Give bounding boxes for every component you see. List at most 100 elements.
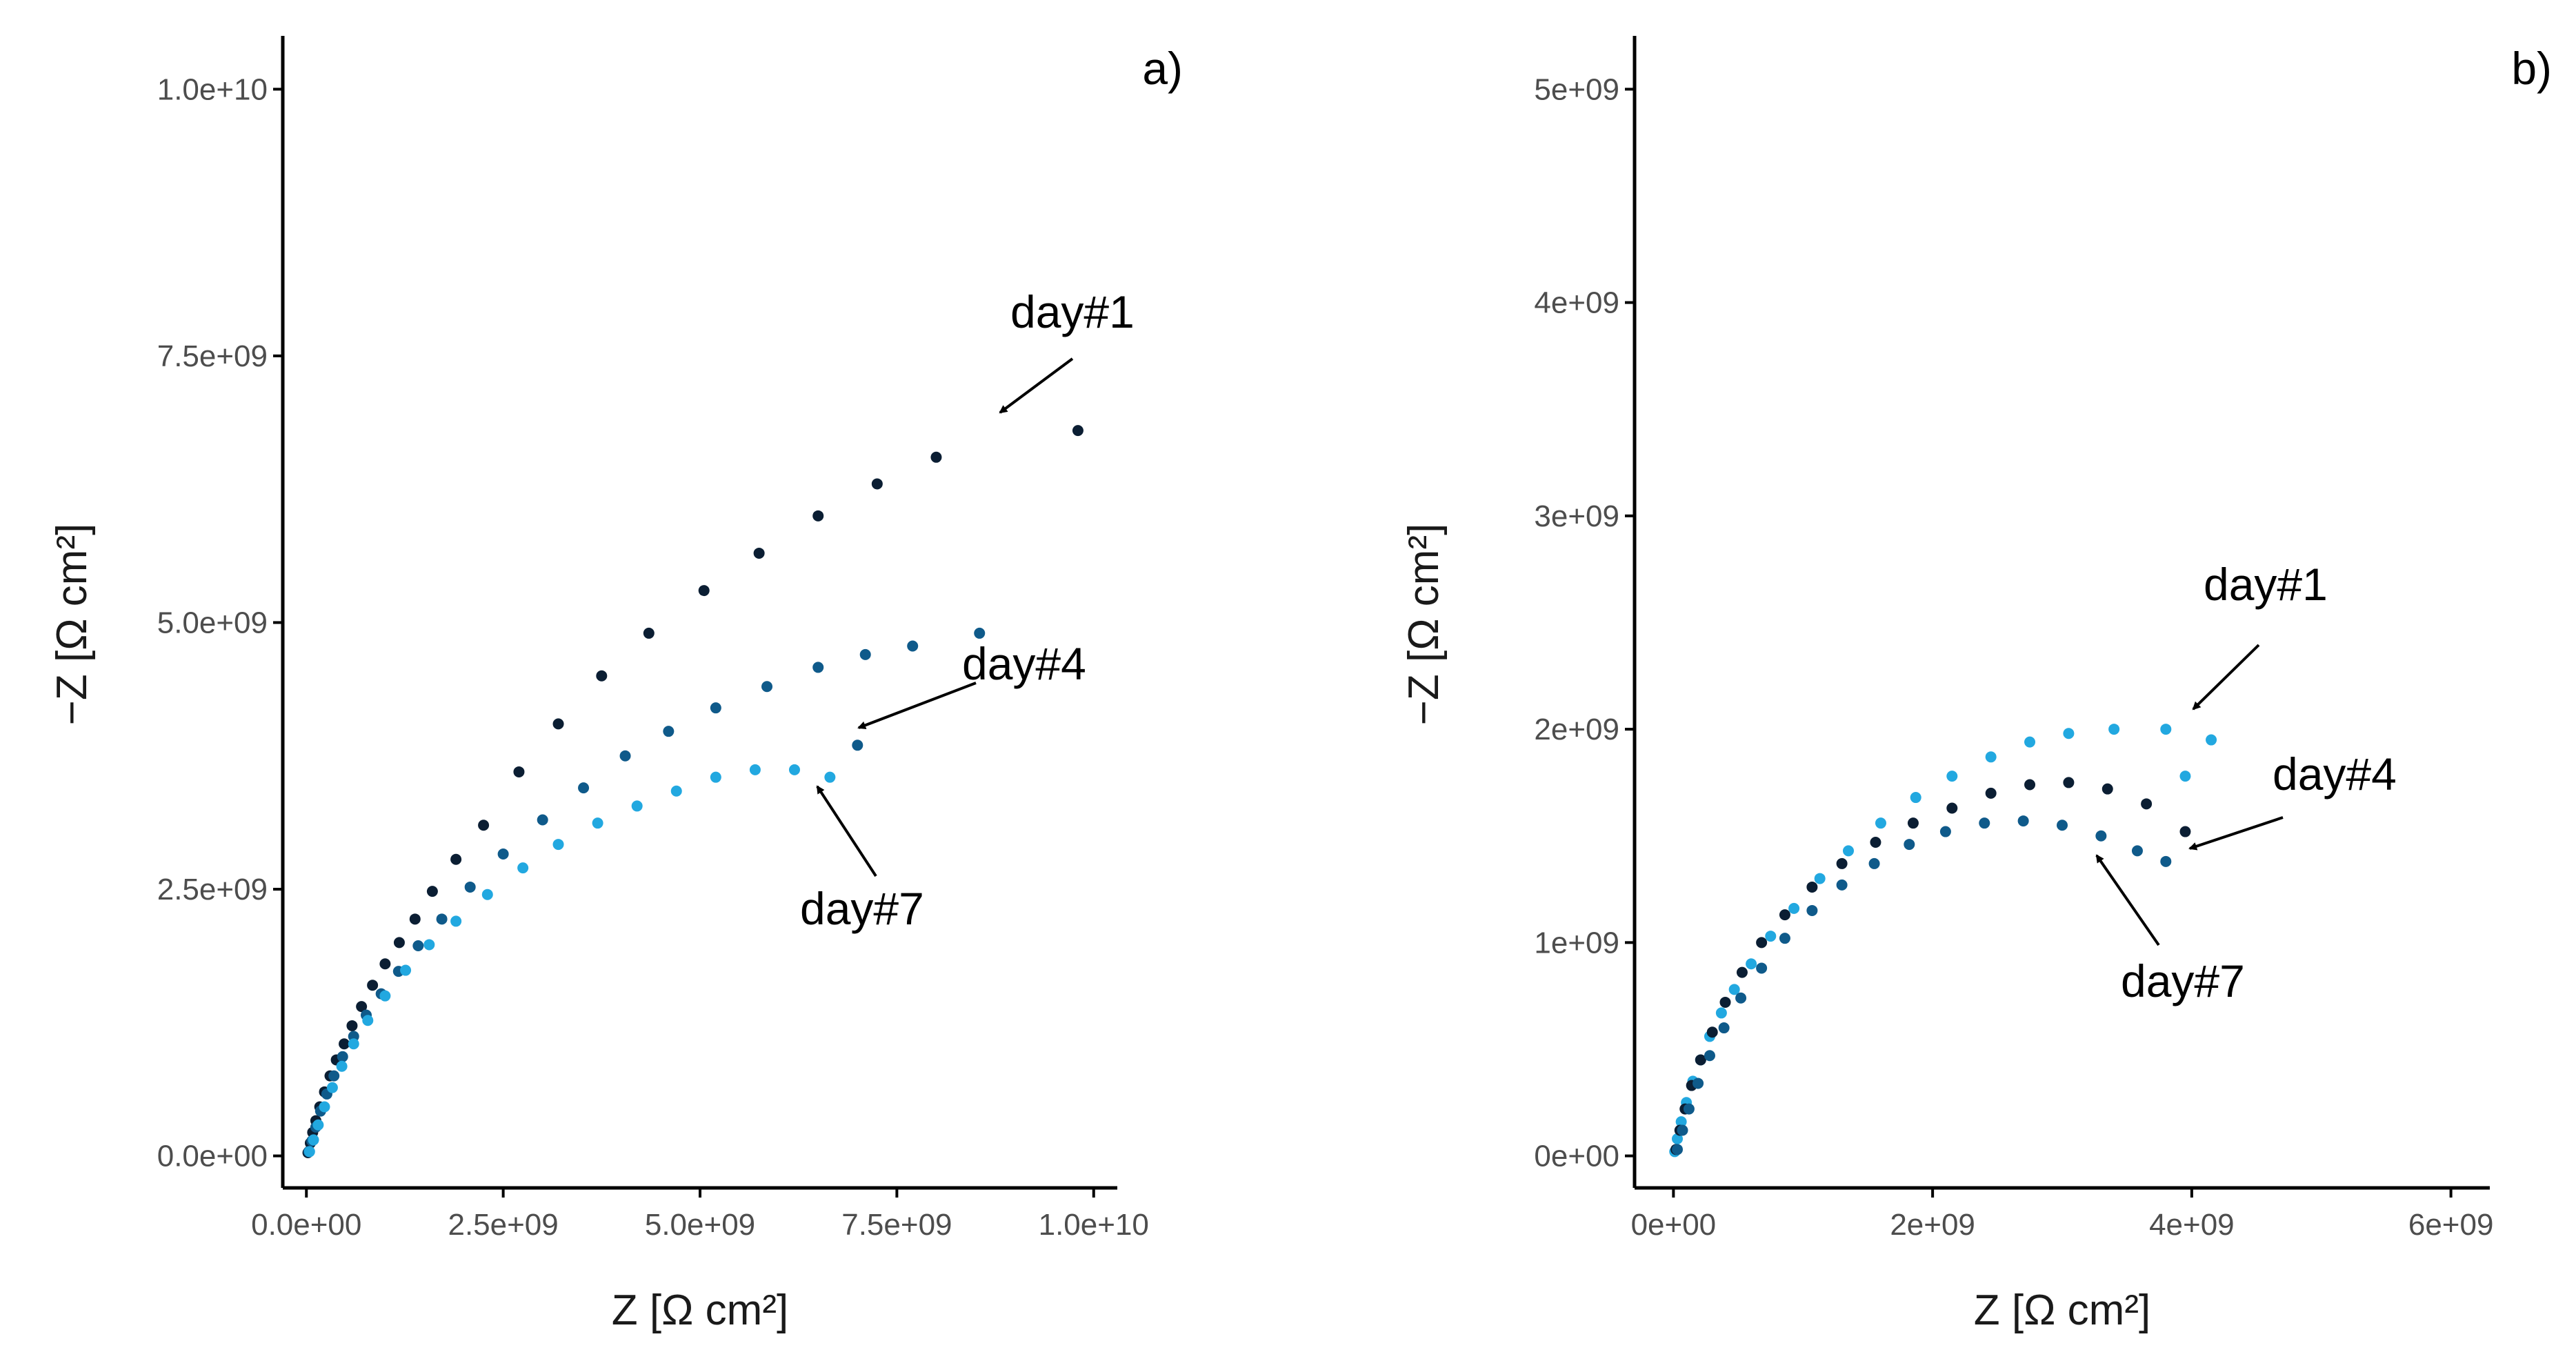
data-point-day4 [337,1051,348,1062]
data-point-day7 [1756,962,1768,974]
data-point-day7 [824,771,836,783]
data-point-day4 [761,681,773,693]
data-point-day7 [1939,826,1951,837]
data-point-day7 [1836,879,1848,891]
data-point-day4 [1779,909,1790,921]
data-point-day1 [1672,1133,1683,1144]
data-point-day7 [670,785,682,797]
data-point-day1 [2063,728,2075,739]
data-point-day1 [450,853,462,865]
data-point-day4 [2024,779,2036,791]
data-point-day1 [2206,734,2217,746]
annotation-day4: day#4 [2188,748,2397,851]
data-point-day7 [592,817,603,829]
data-point-day4 [2141,798,2153,810]
x-axis-title: Z [Ω cm²] [1974,1287,2150,1334]
y-axis-ticks: 0.0e+00 2.5e+09 5.0e+09 7.5e+09 1.0e+10 [157,72,283,1173]
x-tick-label: 5.0e+09 [645,1208,755,1242]
data-point-day4 [1719,996,1731,1008]
data-point-day1 [2179,771,2191,782]
data-point-day1 [426,886,438,897]
data-point-day4 [1985,787,1997,799]
data-point-day7 [1868,857,1880,869]
data-point-day7 [312,1119,324,1131]
data-point-day1 [1788,902,1800,914]
data-point-day1 [871,478,883,490]
data-point-day1 [1765,931,1777,942]
data-point-day1 [1072,425,1084,437]
data-point-day7 [326,1082,338,1093]
data-point-day4 [663,726,675,737]
data-point-day1 [2160,724,2172,735]
annotation-arrow [2192,644,2260,711]
data-point-day1 [356,1001,368,1013]
annotation-day4: day#4 [857,638,1086,730]
data-point-day1 [1814,873,1826,884]
x-tick-label: 7.5e+09 [841,1208,952,1242]
data-point-day1 [513,766,525,777]
x-axis-title: Z [Ω cm²] [612,1287,788,1334]
chart-panel-b: 0e+00 1e+09 2e+09 3e+09 4e+09 5e+09 0e+00 2e+0… [1400,36,2552,1334]
data-point-day4 [859,648,871,660]
data-point-day1 [346,1020,358,1031]
data-point-day4 [497,848,509,860]
data-point-day1 [552,718,564,730]
data-point-day4 [2063,777,2075,788]
data-point-day4 [812,662,824,673]
data-point-day7 [1718,1022,1730,1034]
data-point-day1 [753,547,765,559]
annotation-arrow [2188,816,2284,851]
data-point-day1 [1843,845,1854,857]
data-point-day4 [2179,826,2191,837]
annotation-arrow [999,357,1074,414]
data-point-day1 [698,585,710,597]
data-point-day1 [1910,792,1921,804]
x-tick-label: 0e+00 [1631,1208,1717,1242]
data-point-day4 [710,702,721,714]
data-point-day7 [1735,992,1747,1004]
data-point-day7 [1677,1124,1688,1136]
data-point-day4 [412,940,424,951]
data-point-day4 [852,739,863,751]
data-point-day4 [974,627,986,639]
data-point-day1 [1728,984,1740,995]
panel-label: b) [2511,43,2552,94]
data-point-day7 [631,800,643,812]
data-point-day4 [1946,802,1958,814]
scatter-points-panel-a [302,425,1084,1158]
data-point-day7 [788,764,800,775]
annotation-label: day#4 [2273,748,2397,800]
data-point-day4 [1706,1026,1718,1038]
data-point-day1 [367,980,379,991]
data-point-day1 [1985,751,1997,763]
data-point-day7 [423,939,435,951]
data-point-day4 [1756,937,1768,949]
x-tick-label: 1.0e+10 [1039,1208,1149,1242]
data-point-day7 [552,839,564,851]
x-tick-label: 2e+09 [1890,1208,1975,1242]
data-point-day4 [1907,817,1919,829]
annotation-day1: day#1 [999,286,1135,414]
data-point-day1 [478,820,490,831]
data-point-day1 [1946,771,1958,782]
y-tick-label: 5.0e+09 [157,606,268,639]
data-point-day4 [1836,857,1848,869]
x-tick-label: 4e+09 [2149,1208,2235,1242]
data-point-day1 [596,670,608,682]
x-tick-label: 0.0e+00 [251,1208,361,1242]
data-point-day4 [464,881,476,893]
data-point-day7 [303,1146,315,1158]
data-point-day4 [578,782,590,794]
data-point-day4 [328,1070,340,1082]
panel-label: a) [1142,43,1183,94]
data-point-day7 [2160,855,2172,867]
data-point-day4 [1695,1054,1706,1066]
data-point-day7 [517,862,529,874]
data-point-day4 [436,913,448,925]
y-tick-label: 7.5e+09 [157,339,268,373]
x-axis-ticks: 0.0e+00 2.5e+09 5.0e+09 7.5e+09 1.0e+10 [251,1188,1149,1242]
data-point-day4 [537,814,548,826]
annotation-label: day#7 [800,883,924,934]
data-point-day7 [400,964,412,976]
